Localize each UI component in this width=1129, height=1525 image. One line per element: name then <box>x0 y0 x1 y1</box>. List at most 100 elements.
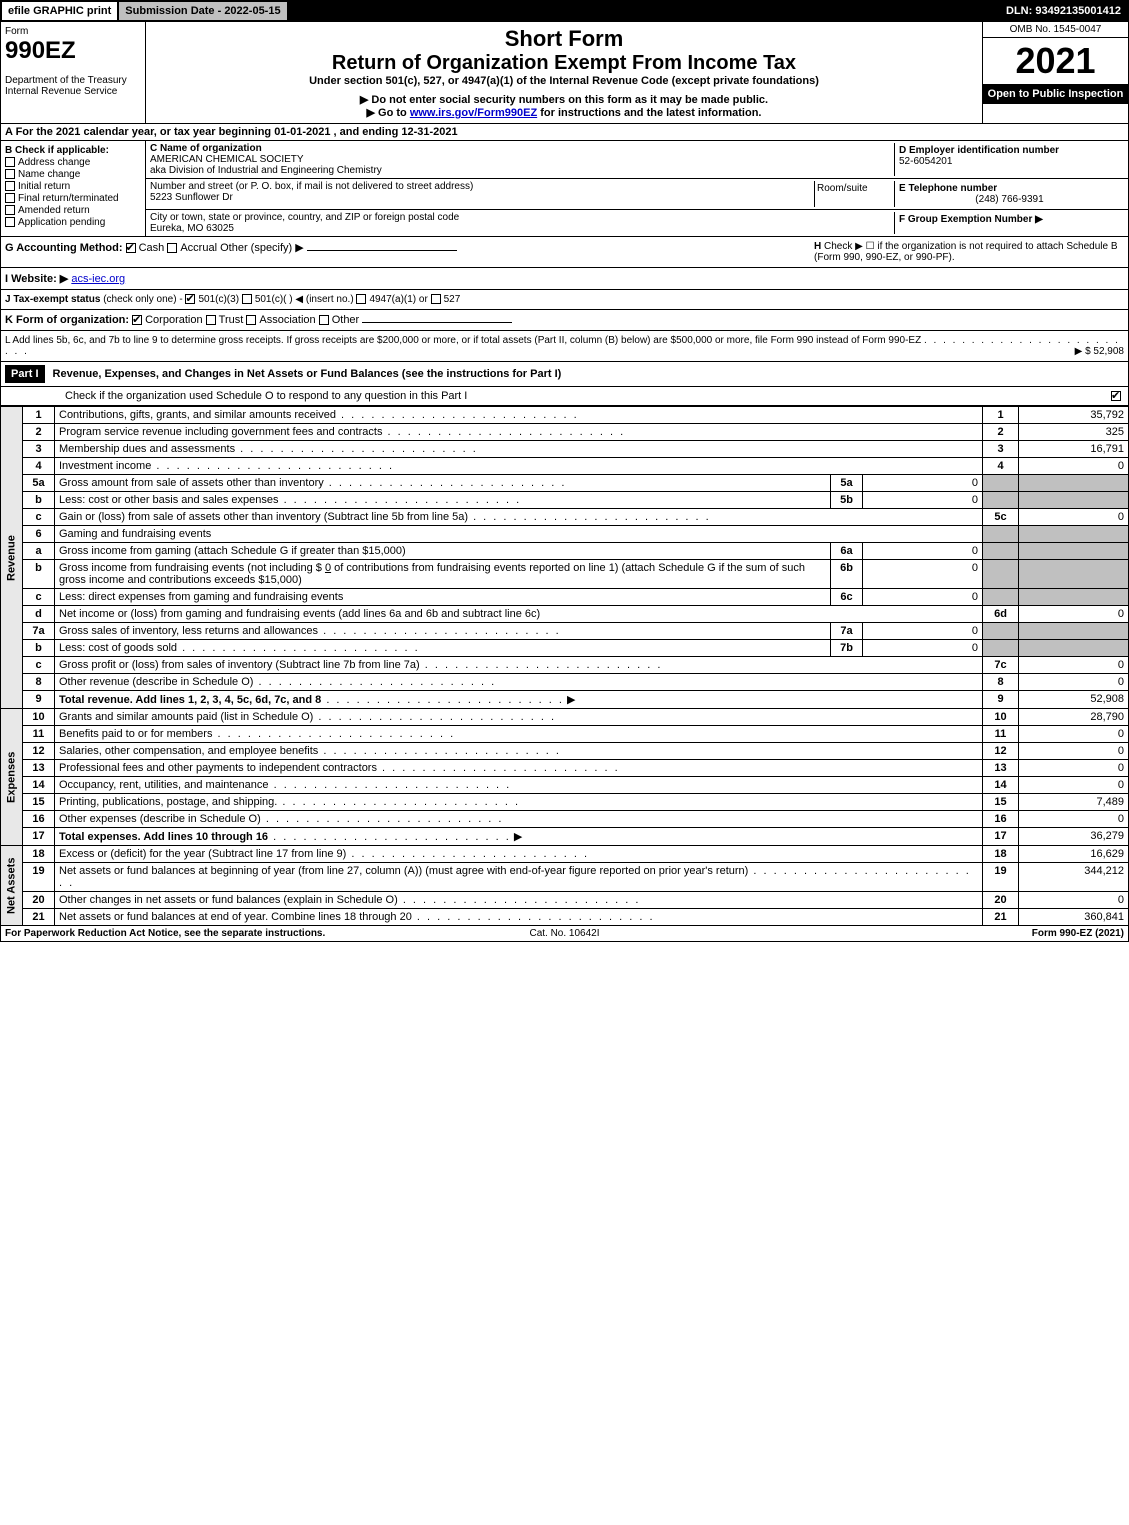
line-4-desc: Investment income <box>55 458 983 475</box>
g-label: G Accounting Method: <box>5 242 123 254</box>
dept-label: Department of the Treasury <box>5 75 141 86</box>
check-amended-return[interactable]: Amended return <box>5 205 141 216</box>
line-6a-subval: 0 <box>863 543 983 560</box>
return-title: Return of Organization Exempt From Incom… <box>150 52 978 75</box>
line-7c-desc: Gross profit or (loss) from sales of inv… <box>55 657 983 674</box>
line-14-desc: Occupancy, rent, utilities, and maintena… <box>55 777 983 794</box>
line-6c-desc: Less: direct expenses from gaming and fu… <box>55 589 831 606</box>
check-4947[interactable] <box>356 294 366 304</box>
line-7b-desc: Less: cost of goods sold <box>55 640 831 657</box>
check-accrual[interactable] <box>167 243 177 253</box>
line-18-val: 16,629 <box>1019 846 1129 863</box>
line-7a-subval: 0 <box>863 623 983 640</box>
title-block: Form 990EZ Department of the Treasury In… <box>0 22 1129 124</box>
line-18-desc: Excess or (deficit) for the year (Subtra… <box>55 846 983 863</box>
part1-title: Revenue, Expenses, and Changes in Net As… <box>53 368 562 380</box>
check-corporation[interactable] <box>132 315 142 325</box>
line-14-val: 0 <box>1019 777 1129 794</box>
line-5c-desc: Gain or (loss) from sale of assets other… <box>55 509 983 526</box>
d-label: D Employer identification number <box>899 145 1120 156</box>
check-schedule-o[interactable] <box>1111 391 1121 401</box>
column-f: F Group Exemption Number ▶ <box>894 212 1124 234</box>
check-other-org[interactable] <box>319 315 329 325</box>
goto-text: ▶ Go to www.irs.gov/Form990EZ for instru… <box>150 106 978 119</box>
phone-value: (248) 766-9391 <box>899 194 1120 205</box>
check-initial-return[interactable]: Initial return <box>5 181 141 192</box>
website-link[interactable]: acs-iec.org <box>71 273 125 285</box>
form-label: Form <box>5 26 141 37</box>
part1-check-row: Check if the organization used Schedule … <box>0 387 1129 406</box>
netassets-vlabel: Net Assets <box>1 846 23 926</box>
check-501c[interactable] <box>242 294 252 304</box>
line-11-desc: Benefits paid to or for members <box>55 726 983 743</box>
line-20-desc: Other changes in net assets or fund bala… <box>55 892 983 909</box>
row-city: City or town, state or province, country… <box>146 210 1128 236</box>
check-trust[interactable] <box>206 315 216 325</box>
line-21-desc: Net assets or fund balances at end of ye… <box>55 909 983 926</box>
g-other: Other (specify) ▶ <box>220 242 304 254</box>
donot-text: ▶ Do not enter social security numbers o… <box>150 93 978 106</box>
b-label: B Check if applicable: <box>5 145 141 156</box>
column-b-checkboxes: B Check if applicable: Address change Na… <box>1 141 146 236</box>
check-cash[interactable] <box>126 243 136 253</box>
check-name-change[interactable]: Name change <box>5 169 141 180</box>
dln-label: DLN: 93492135001412 <box>289 2 1127 20</box>
open-inspection-label: Open to Public Inspection <box>983 84 1128 104</box>
form-number-footer: Form 990-EZ (2021) <box>751 928 1124 939</box>
under-section-text: Under section 501(c), 527, or 4947(a)(1)… <box>150 75 978 87</box>
check-address-change[interactable]: Address change <box>5 157 141 168</box>
line-16-val: 0 <box>1019 811 1129 828</box>
city-label: City or town, state or province, country… <box>150 212 894 223</box>
check-application-pending[interactable]: Application pending <box>5 217 141 228</box>
org-name: AMERICAN CHEMICAL SOCIETY <box>150 154 894 165</box>
h-schedule-b: H Check ▶ ☐ if the organization is not r… <box>814 241 1124 263</box>
line-13-desc: Professional fees and other payments to … <box>55 760 983 777</box>
efile-print-label[interactable]: efile GRAPHIC print <box>2 2 119 20</box>
line-3-val: 16,791 <box>1019 441 1129 458</box>
footer: For Paperwork Reduction Act Notice, see … <box>0 926 1129 942</box>
i-label: I Website: ▶ <box>5 273 68 285</box>
line-12-val: 0 <box>1019 743 1129 760</box>
part1-header-row: Part I Revenue, Expenses, and Changes in… <box>0 362 1129 387</box>
part1-check-text: Check if the organization used Schedule … <box>65 390 467 402</box>
expenses-vlabel: Expenses <box>1 709 23 846</box>
title-left: Form 990EZ Department of the Treasury In… <box>1 22 146 123</box>
line-7b-subval: 0 <box>863 640 983 657</box>
column-cdef: C Name of organization AMERICAN CHEMICAL… <box>146 141 1128 236</box>
line-13-val: 0 <box>1019 760 1129 777</box>
g-accounting: G Accounting Method: Cash Accrual Other … <box>5 241 814 263</box>
line-1-rightno: 1 <box>983 407 1019 424</box>
line-11-val: 0 <box>1019 726 1129 743</box>
check-527[interactable] <box>431 294 441 304</box>
check-501c3[interactable] <box>185 294 195 304</box>
check-association[interactable] <box>246 315 256 325</box>
title-center: Short Form Return of Organization Exempt… <box>146 22 983 123</box>
line-6d-desc: Net income or (loss) from gaming and fun… <box>55 606 983 623</box>
check-final-return[interactable]: Final return/terminated <box>5 193 141 204</box>
line-17-val: 36,279 <box>1019 828 1129 846</box>
short-form-title: Short Form <box>150 26 978 52</box>
c-label: C Name of organization <box>150 143 262 154</box>
tax-year: 2021 <box>983 38 1128 84</box>
line-12-desc: Salaries, other compensation, and employ… <box>55 743 983 760</box>
line-6b-subval: 0 <box>863 560 983 589</box>
street-label: Number and street (or P. O. box, if mail… <box>150 181 814 192</box>
line-5a-subval: 0 <box>863 475 983 492</box>
form-number: 990EZ <box>5 37 141 65</box>
row-l-gross-receipts: L Add lines 5b, 6c, and 7b to line 9 to … <box>0 331 1129 362</box>
street-value: 5223 Sunflower Dr <box>150 192 814 203</box>
city-value: Eureka, MO 63025 <box>150 223 894 234</box>
line-5b-desc: Less: cost or other basis and sales expe… <box>55 492 831 509</box>
e-label: E Telephone number <box>899 183 1120 194</box>
revenue-vlabel: Revenue <box>1 407 23 709</box>
submission-date-label: Submission Date - 2022-05-15 <box>119 2 288 20</box>
line-5c-val: 0 <box>1019 509 1129 526</box>
row-a-tax-year: A For the 2021 calendar year, or tax yea… <box>0 124 1129 141</box>
line-4-val: 0 <box>1019 458 1129 475</box>
lines-table: Revenue 1 Contributions, gifts, grants, … <box>0 406 1129 926</box>
org-aka: aka Division of Industrial and Engineeri… <box>150 165 894 176</box>
line-19-desc: Net assets or fund balances at beginning… <box>55 863 983 892</box>
line-9-desc: Total revenue. Add lines 1, 2, 3, 4, 5c,… <box>55 691 983 709</box>
irs-link[interactable]: www.irs.gov/Form990EZ <box>410 107 537 119</box>
line-9-val: 52,908 <box>1019 691 1129 709</box>
